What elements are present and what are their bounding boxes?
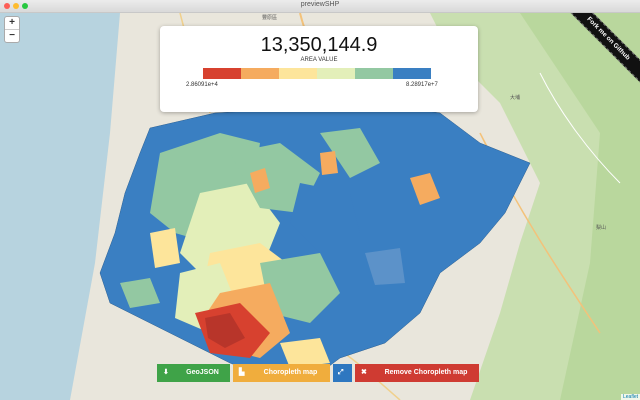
window-titlebar: previewSHP <box>0 0 640 13</box>
remove-choropleth-button[interactable]: ✖ Remove Choropleth map <box>355 364 479 382</box>
github-ribbon-container: Fork me on Github <box>570 13 640 83</box>
legend-swatch <box>355 68 393 79</box>
area-value: 13,350,144.9 <box>260 34 378 56</box>
place-label: 梨山 <box>596 224 606 231</box>
legend-min-label: 2.86091e+4 <box>186 82 218 88</box>
zoom-control: + − <box>4 16 20 43</box>
geojson-button[interactable]: ⬇ GeoJSON <box>157 364 230 382</box>
legend-swatch <box>203 68 241 79</box>
fork-on-github-ribbon[interactable]: Fork me on Github <box>570 13 640 83</box>
download-icon: ⬇ <box>163 369 169 376</box>
choropleth-map-button[interactable]: ▙ Choropleth map <box>233 364 330 382</box>
expand-icon: ⤢ <box>338 369 344 376</box>
map-attribution[interactable]: Leaflet <box>620 394 640 400</box>
window-title: previewSHP <box>300 1 340 8</box>
close-window-button[interactable] <box>4 3 10 9</box>
expand-button[interactable]: ⤢ <box>333 364 352 382</box>
legend-max-label: 8.28917e+7 <box>406 82 438 88</box>
zoom-out-button[interactable]: − <box>9 30 15 41</box>
legend-swatch <box>317 68 355 79</box>
legend-swatch <box>241 68 279 79</box>
close-icon: ✖ <box>361 369 367 376</box>
zoom-in-button[interactable]: + <box>5 17 19 30</box>
info-panel: 13,350,144.9 AREA VALUE 2.86091e+4 8.289… <box>160 26 478 112</box>
choropleth-button-label: Choropleth map <box>263 369 318 376</box>
legend-swatch <box>279 68 317 79</box>
minimize-window-button[interactable] <box>13 3 19 9</box>
maximize-window-button[interactable] <box>22 3 28 9</box>
place-label: 豐原區 <box>262 14 277 21</box>
place-label: 大埔 <box>510 94 520 101</box>
color-legend <box>203 68 431 79</box>
geojson-button-label: GeoJSON <box>186 369 219 376</box>
area-value-label: AREA VALUE <box>300 57 338 63</box>
legend-swatch <box>393 68 431 79</box>
chart-icon: ▙ <box>239 369 245 376</box>
remove-choropleth-button-label: Remove Choropleth map <box>384 369 468 376</box>
